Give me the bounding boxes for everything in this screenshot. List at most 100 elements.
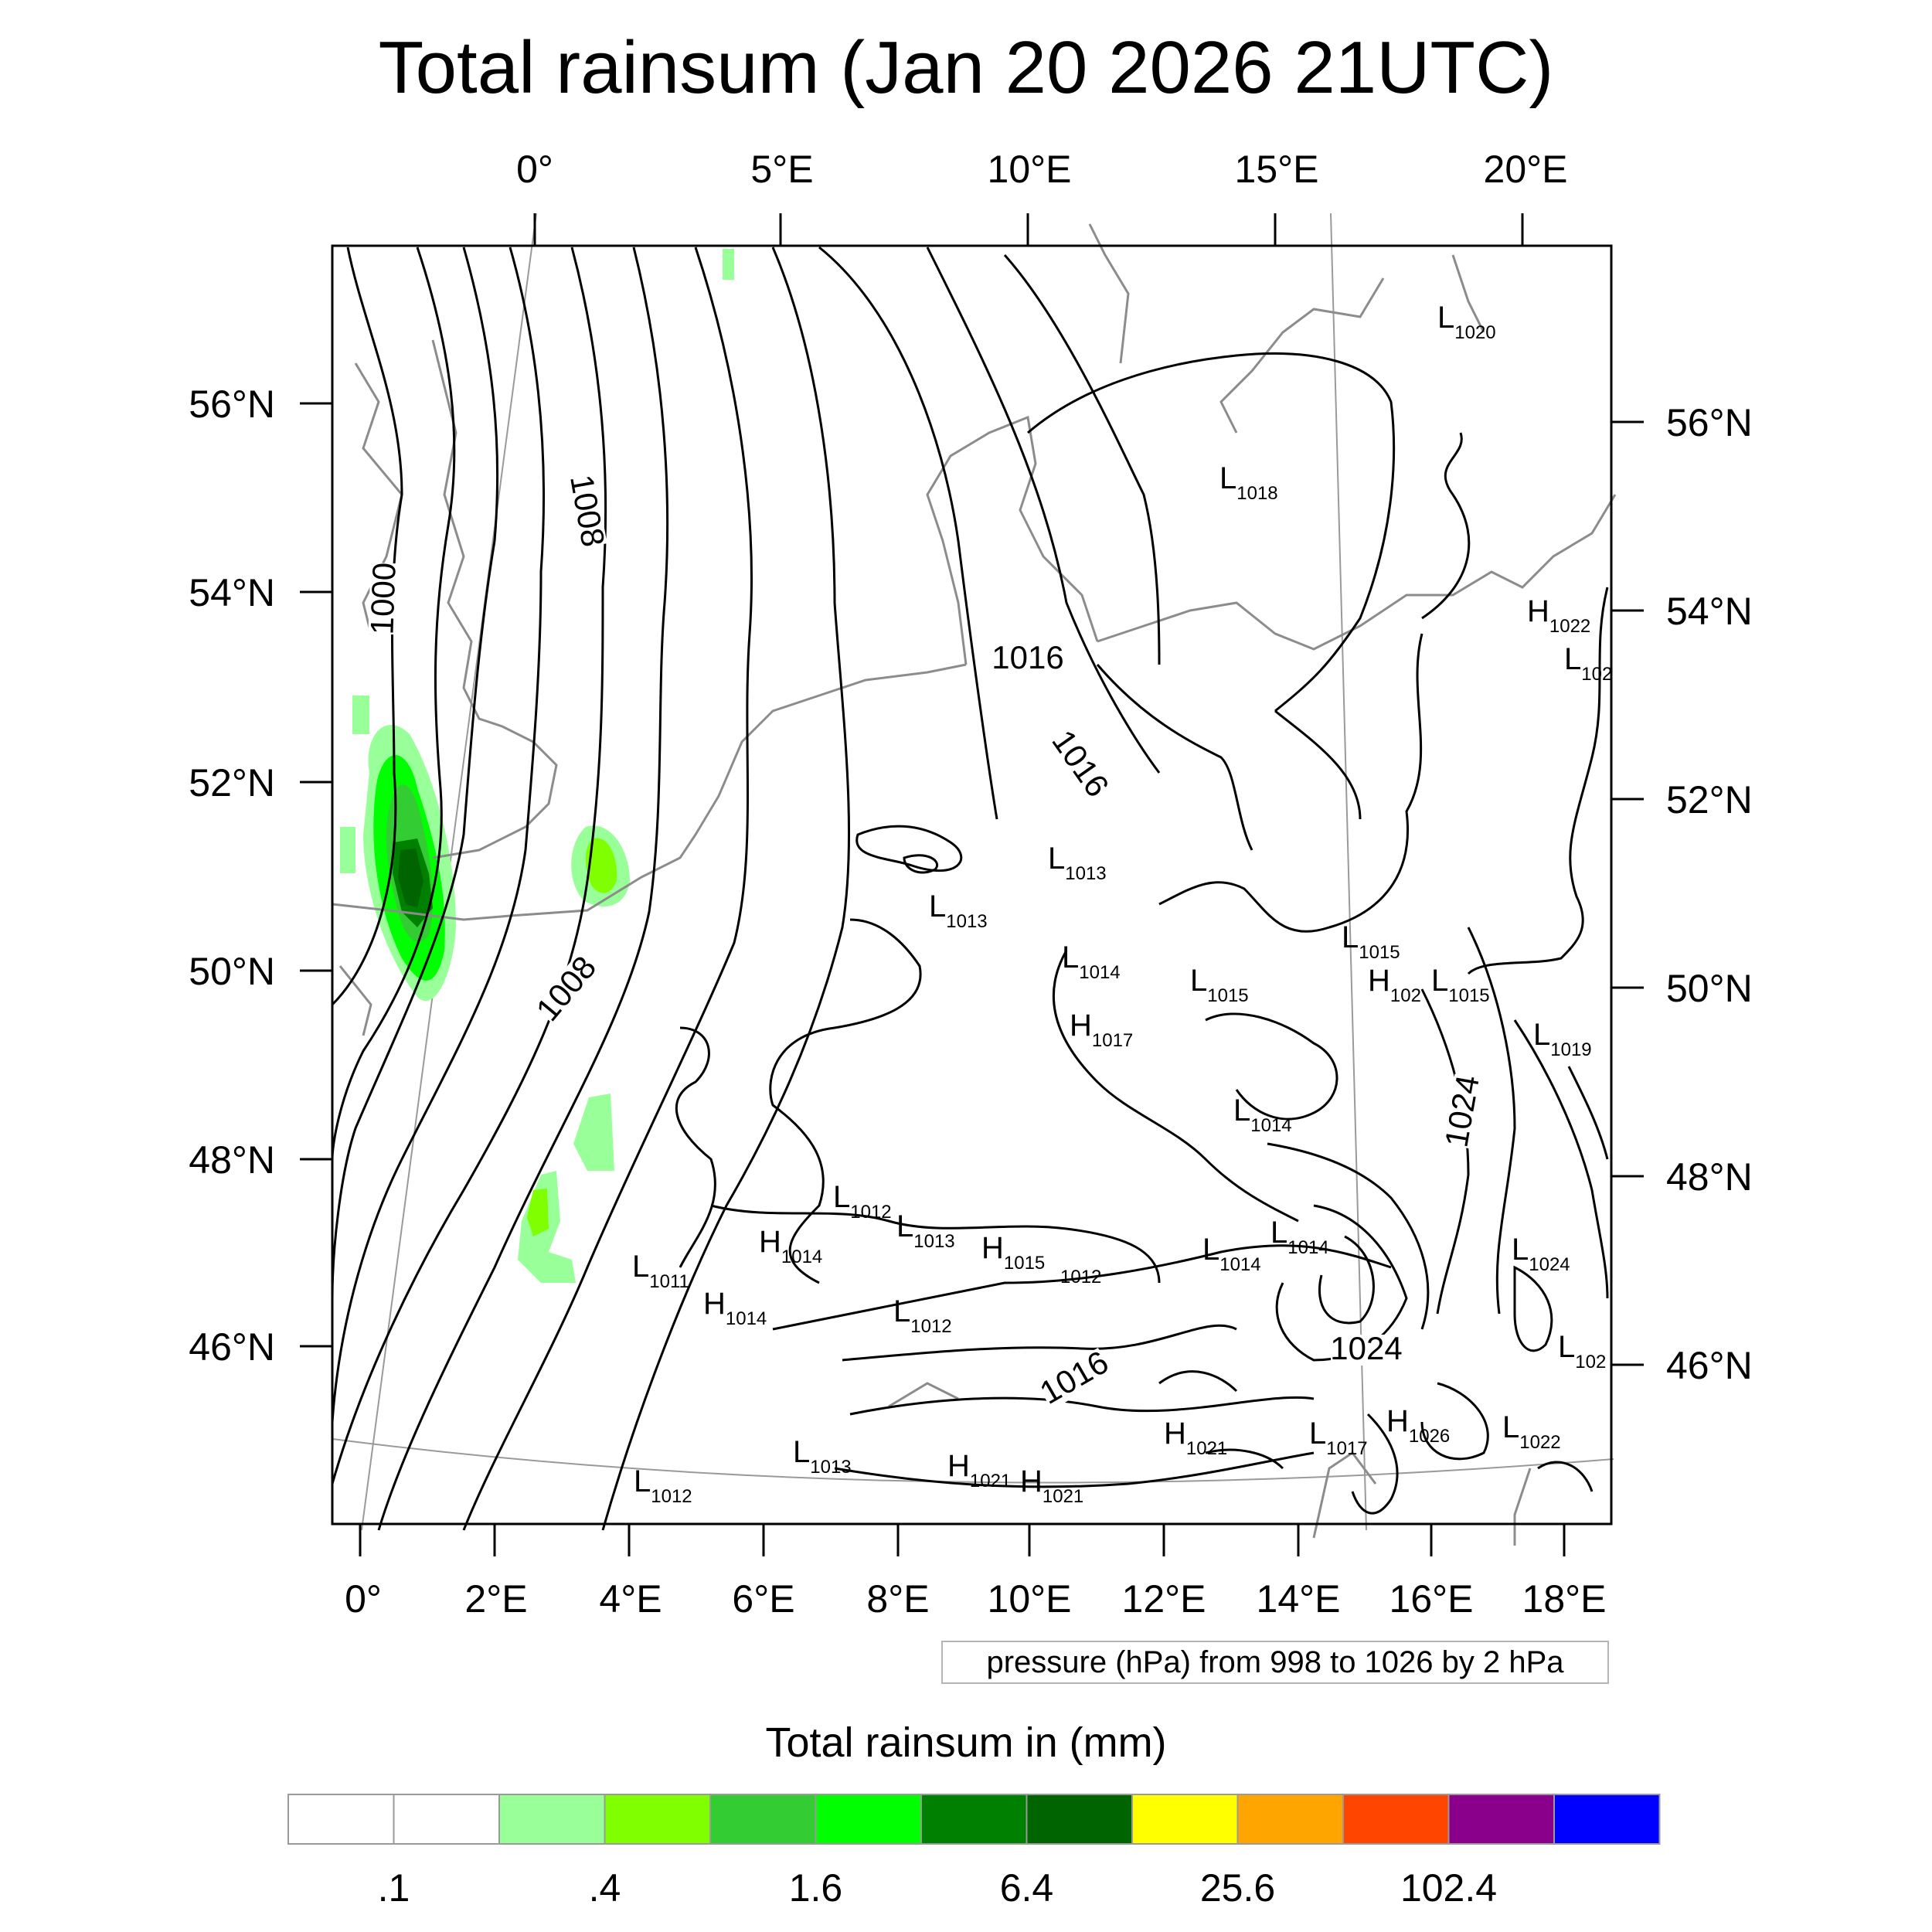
colorbar-label: 25.6	[1200, 1866, 1275, 1910]
pressure-center-marker: H1022	[1527, 594, 1590, 637]
left-lat-label: 46°N	[189, 1325, 275, 1369]
pressure-center-marker: H1017	[1070, 1009, 1133, 1051]
colorbar-label: 102.4	[1400, 1866, 1497, 1910]
pressure-center-marker: L1020	[1437, 301, 1496, 343]
colorbar-swatch	[815, 1794, 922, 1845]
left-lat-label: 56°N	[189, 383, 275, 426]
isobars	[331, 246, 1609, 1531]
top-lon-label: 5°E	[750, 148, 813, 191]
right-lat-label: 48°N	[1666, 1155, 1753, 1199]
rain-area	[340, 249, 734, 1283]
colorbar-swatch	[393, 1794, 500, 1845]
pressure-center-marker: L1015	[1431, 964, 1490, 1006]
right-lat-label: 46°N	[1666, 1344, 1753, 1387]
pressure-center-marker: L1012	[833, 1180, 892, 1223]
top-lon-label: 20°E	[1484, 148, 1568, 191]
map-title: Total rainsum (Jan 20 2026 21UTC)	[378, 26, 1554, 109]
pressure-center-marker: L102	[1564, 642, 1612, 685]
bottom-lon-label: 10°E	[988, 1577, 1072, 1621]
pressure-center-marker: L1014	[1233, 1094, 1292, 1136]
colorbar-swatch	[287, 1794, 395, 1845]
rain-patch	[352, 696, 369, 734]
bottom-lon-label: 6°E	[732, 1577, 794, 1621]
bottom-lon-label: 18°E	[1522, 1577, 1607, 1621]
left-lat-label: 50°N	[189, 950, 275, 993]
isobar-label: 1000	[363, 562, 402, 635]
contour-info-box: pressure (hPa) from 998 to 1026 by 2 hPa	[941, 1641, 1609, 1684]
pressure-center-marker: H1014	[703, 1287, 767, 1329]
pressure-center-marker: H1014	[759, 1225, 822, 1267]
pressure-center-marker: L1015	[1190, 964, 1249, 1006]
top-lon-label: 15°E	[1235, 148, 1319, 191]
colorbar-label: 1.6	[789, 1866, 843, 1910]
colorbar	[287, 1794, 1661, 1845]
coastlines	[332, 223, 1617, 1546]
colorbar-swatch	[1342, 1794, 1450, 1845]
pressure-center-marker: H1021	[947, 1449, 1011, 1492]
left-lat-label: 54°N	[189, 571, 275, 614]
pressure-center-marker: L1024	[1512, 1233, 1570, 1275]
isobar-label: 1024	[1437, 1073, 1486, 1150]
pressure-center-marker: L1014	[1202, 1233, 1261, 1275]
pressure-center-marker: L102	[1558, 1330, 1606, 1372]
colorbar-title: Total rainsum in (mm)	[765, 1719, 1167, 1766]
colorbar-swatch	[604, 1794, 711, 1845]
colorbar-swatch	[1026, 1794, 1133, 1845]
colorbar-swatch	[709, 1794, 817, 1845]
rain-patch	[573, 1094, 614, 1171]
colorbar-label: .4	[589, 1866, 621, 1910]
pressure-center-marker: L1013	[793, 1435, 852, 1478]
pressure-center-marker: H1015	[981, 1231, 1045, 1274]
pressure-center-marker: H1021	[1020, 1464, 1083, 1507]
pressure-center-marker: L1013	[929, 889, 988, 932]
axis-ticks	[300, 213, 1644, 1556]
bottom-lon-label: 0°	[345, 1577, 382, 1621]
bottom-lon-label: 12°E	[1122, 1577, 1206, 1621]
left-lat-label: 52°N	[189, 761, 275, 804]
pressure-center-marker: H102	[1368, 964, 1421, 1006]
right-lat-label: 56°N	[1666, 401, 1753, 444]
pressure-center-marker: L1013	[896, 1209, 955, 1252]
bottom-lon-label: 2°E	[464, 1577, 527, 1621]
isobar-label: 1008	[529, 949, 603, 1028]
colorbar-label: .1	[378, 1866, 410, 1910]
rain-patch	[527, 1189, 549, 1236]
map-frame	[331, 244, 1613, 1526]
pressure-center-marker: L1017	[1309, 1417, 1368, 1459]
isobar-label: 1016	[1034, 1343, 1114, 1410]
graticule	[332, 213, 1614, 1531]
rain-patch	[398, 849, 423, 908]
rain-patch	[585, 838, 617, 893]
colorbar-swatch	[920, 1794, 1028, 1845]
colorbar-swatch	[1553, 1794, 1661, 1845]
colorbar-swatch	[1131, 1794, 1239, 1845]
right-lat-label: 52°N	[1666, 778, 1753, 821]
top-lon-label: 0°	[516, 148, 553, 191]
pressure-center-marker: L1014	[1270, 1216, 1329, 1258]
colorbar-swatch	[498, 1794, 606, 1845]
pressure-center-marker: L1012	[893, 1294, 952, 1337]
left-lat-label: 48°N	[189, 1138, 275, 1182]
pressure-center-marker: L1018	[1219, 461, 1278, 504]
bottom-lon-label: 14°E	[1257, 1577, 1341, 1621]
right-lat-label: 54°N	[1666, 590, 1753, 633]
colorbar-swatch	[1447, 1794, 1555, 1845]
pressure-center-marker: L1022	[1502, 1410, 1561, 1453]
bottom-lon-label: 4°E	[599, 1577, 662, 1621]
pressure-center-marker: L1012	[634, 1464, 692, 1507]
pressure-center-marker: H1021	[1164, 1417, 1227, 1459]
isobar-label: 1024	[1330, 1330, 1402, 1366]
colorbar-label: 6.4	[1000, 1866, 1054, 1910]
pressure-center-marker: L1019	[1533, 1018, 1592, 1060]
pressure-centers: L1020 L1018 H1022 L102 L1013 L1013 L1015…	[632, 301, 1612, 1507]
pressure-center-marker: L1014	[1062, 940, 1121, 983]
pressure-center-marker: L1015	[1342, 920, 1400, 963]
bottom-lon-label: 16°E	[1389, 1577, 1474, 1621]
bottom-lon-label: 8°E	[866, 1577, 929, 1621]
top-lon-label: 10°E	[988, 148, 1072, 191]
rain-patch	[723, 249, 734, 280]
pressure-center-marker: L1013	[1048, 842, 1107, 884]
pressure-center-marker: L1011	[632, 1250, 689, 1292]
isobar-label: 1016	[992, 639, 1063, 675]
